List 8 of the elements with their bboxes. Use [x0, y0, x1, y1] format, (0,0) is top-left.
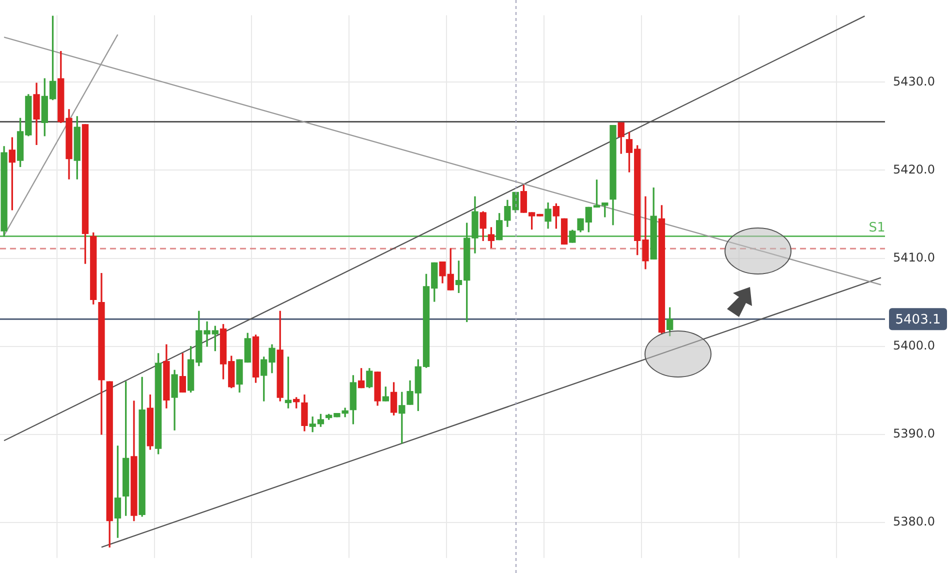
y-tick-label: 5390.0 — [893, 426, 935, 441]
ref-line-label: 5403.1 — [895, 312, 941, 328]
y-tick-label: 5410.0 — [893, 250, 935, 264]
y-tick-label: 5380.0 — [893, 514, 935, 529]
y-tick-label: 5420.0 — [893, 162, 935, 176]
ref-line-label: S1 — [868, 220, 886, 236]
y-tick-label: 5400.0 — [893, 338, 935, 353]
y-tick-label: 5430.0 — [893, 74, 935, 88]
